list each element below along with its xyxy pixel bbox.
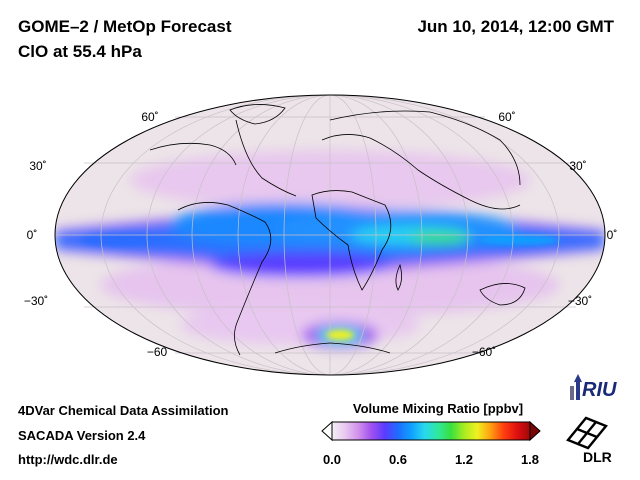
riu-logo: RIU	[570, 374, 617, 401]
lat-label-left-0: 0˚	[27, 228, 38, 242]
colorbar-tick-3: 1.8	[520, 452, 540, 467]
colorbar	[321, 420, 541, 442]
species-level-title: ClO at 55.4 hPa	[18, 42, 142, 61]
datetime-title: Jun 10, 2014, 12:00 GMT	[417, 17, 614, 36]
lat-label-right-minus30: −30˚	[568, 294, 592, 308]
colorbar-tick-2: 1.2	[454, 452, 474, 467]
colorbar-ramp	[331, 421, 531, 441]
lat-label-right-60: 60˚	[498, 110, 515, 124]
colorbar-tick-0: 0.0	[322, 452, 342, 467]
world-map: 60˚ 30˚ 0˚ −30˚ −60 60˚ 30˚ 0˚ −30˚ −60˚	[24, 94, 618, 376]
globe-outline	[54, 94, 606, 376]
dlr-logo-text: DLR	[583, 449, 612, 465]
lat-label-left-60: 60˚	[141, 110, 158, 124]
colorbar-over-arrow	[529, 420, 541, 442]
product-title: GOME–2 / MetOp Forecast	[18, 17, 232, 36]
lat-label-left-minus60: −60	[147, 345, 168, 359]
colorbar-under-arrow	[321, 420, 333, 442]
lat-label-right-0: 0˚	[607, 228, 618, 242]
lat-label-right-30: 30˚	[569, 159, 586, 173]
footer-method: 4DVar Chemical Data Assimilation	[18, 403, 229, 418]
lat-label-right-minus60: −60˚	[472, 345, 496, 359]
coastlines	[149, 104, 526, 356]
footer-version: SACADA Version 2.4	[18, 428, 146, 443]
lat-label-left-30: 30˚	[29, 159, 46, 173]
dlr-logo	[566, 416, 608, 450]
riu-logo-text: RIU	[582, 379, 617, 401]
colorbar-title: Volume Mixing Ratio [ppbv]	[352, 401, 524, 416]
colorbar-tick-1: 0.6	[388, 452, 408, 467]
footer-url[interactable]: http://wdc.dlr.de	[18, 452, 118, 467]
lat-label-left-minus30: −30˚	[24, 294, 48, 308]
